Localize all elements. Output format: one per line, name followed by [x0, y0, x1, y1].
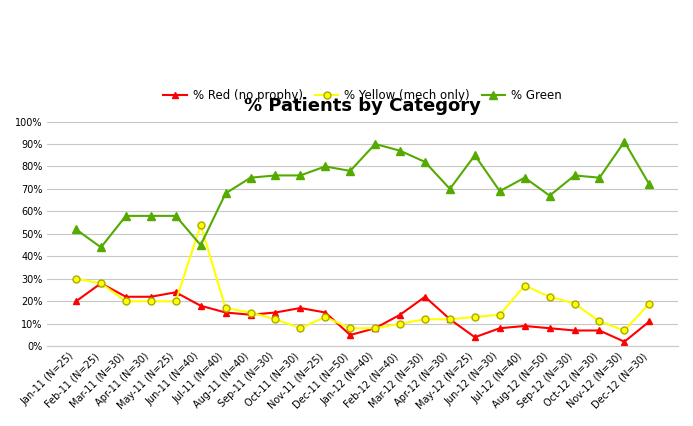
% Yellow (mech only) — [321, 314, 329, 320]
% Yellow (mech only) — [271, 317, 279, 322]
Title: % Patients by Category: % Patients by Category — [244, 97, 481, 115]
% Green — [122, 213, 130, 219]
% Green — [296, 173, 304, 178]
% Red (no prophy) — [396, 312, 404, 317]
% Yellow (mech only) — [545, 294, 554, 299]
% Red (no prophy) — [446, 317, 454, 322]
% Green — [197, 242, 205, 248]
% Yellow (mech only) — [471, 314, 479, 320]
% Red (no prophy) — [97, 281, 105, 286]
Legend: % Red (no prophy), % Yellow (mech only), % Green: % Red (no prophy), % Yellow (mech only),… — [159, 84, 567, 107]
% Red (no prophy) — [271, 310, 279, 315]
% Red (no prophy) — [620, 339, 629, 344]
% Yellow (mech only) — [620, 328, 629, 333]
% Red (no prophy) — [570, 328, 579, 333]
% Green — [72, 227, 80, 232]
% Yellow (mech only) — [222, 305, 230, 311]
% Yellow (mech only) — [147, 299, 155, 304]
% Yellow (mech only) — [172, 299, 180, 304]
% Green — [97, 245, 105, 250]
% Red (no prophy) — [122, 294, 130, 299]
% Red (no prophy) — [595, 328, 604, 333]
% Green — [545, 193, 554, 198]
% Yellow (mech only) — [246, 310, 254, 315]
% Yellow (mech only) — [645, 301, 653, 306]
% Red (no prophy) — [346, 332, 354, 337]
% Green — [570, 173, 579, 178]
% Red (no prophy) — [147, 294, 155, 299]
% Yellow (mech only) — [122, 299, 130, 304]
% Red (no prophy) — [222, 310, 230, 315]
% Green — [595, 175, 604, 180]
% Yellow (mech only) — [371, 326, 379, 331]
% Red (no prophy) — [72, 299, 80, 304]
% Yellow (mech only) — [520, 283, 529, 288]
% Red (no prophy) — [495, 326, 504, 331]
% Green — [371, 141, 379, 147]
% Green — [172, 213, 180, 219]
% Red (no prophy) — [471, 335, 479, 340]
% Yellow (mech only) — [396, 321, 404, 326]
% Green — [620, 139, 629, 144]
% Red (no prophy) — [421, 294, 429, 299]
% Green — [471, 153, 479, 158]
% Green — [396, 148, 404, 153]
Line: % Yellow (mech only): % Yellow (mech only) — [73, 222, 653, 334]
% Green — [421, 159, 429, 164]
% Red (no prophy) — [520, 323, 529, 328]
% Green — [321, 164, 329, 169]
Line: % Red (no prophy): % Red (no prophy) — [73, 280, 653, 345]
% Red (no prophy) — [545, 326, 554, 331]
% Yellow (mech only) — [197, 222, 205, 227]
% Yellow (mech only) — [446, 317, 454, 322]
% Yellow (mech only) — [296, 326, 304, 331]
% Red (no prophy) — [321, 310, 329, 315]
% Green — [222, 191, 230, 196]
Line: % Green: % Green — [72, 138, 653, 251]
% Yellow (mech only) — [570, 301, 579, 306]
% Green — [246, 175, 254, 180]
% Green — [346, 168, 354, 173]
% Green — [495, 189, 504, 194]
% Red (no prophy) — [371, 326, 379, 331]
% Red (no prophy) — [296, 305, 304, 311]
% Green — [520, 175, 529, 180]
% Red (no prophy) — [645, 319, 653, 324]
% Yellow (mech only) — [97, 281, 105, 286]
% Yellow (mech only) — [421, 317, 429, 322]
% Yellow (mech only) — [346, 326, 354, 331]
% Red (no prophy) — [172, 290, 180, 295]
% Yellow (mech only) — [495, 312, 504, 317]
% Red (no prophy) — [246, 312, 254, 317]
% Green — [147, 213, 155, 219]
% Green — [645, 182, 653, 187]
% Red (no prophy) — [197, 303, 205, 308]
% Green — [271, 173, 279, 178]
% Yellow (mech only) — [72, 276, 80, 281]
% Green — [446, 186, 454, 191]
% Yellow (mech only) — [595, 319, 604, 324]
